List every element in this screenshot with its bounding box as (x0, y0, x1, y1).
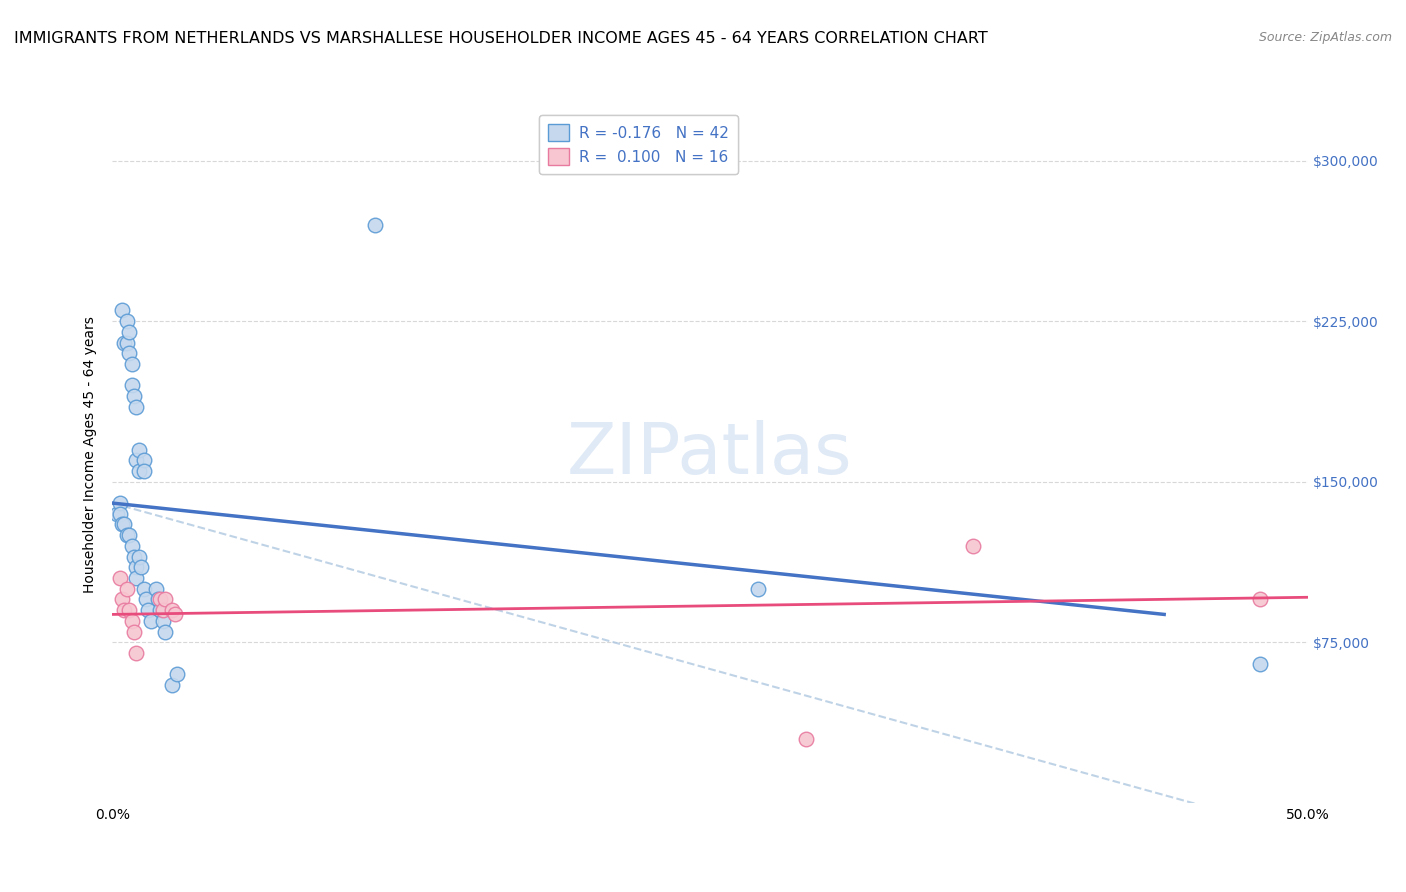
Point (132, 453, 155, 467)
Point (125, 560, 148, 574)
Y-axis label: Householder Income Ages 45 - 64 years: Householder Income Ages 45 - 64 years (83, 317, 97, 593)
Point (118, 346, 141, 360)
Point (152, 614, 174, 628)
Text: ZIPatlas: ZIPatlas (567, 420, 853, 490)
Point (364, 218, 387, 232)
Point (962, 539, 984, 553)
Legend: R = -0.176   N = 42, R =  0.100   N = 16: R = -0.176 N = 42, R = 0.100 N = 16 (538, 115, 738, 175)
Point (108, 496, 131, 510)
Point (162, 603, 183, 617)
Point (108, 571, 131, 585)
Point (125, 453, 148, 467)
Point (125, 400, 148, 414)
Point (163, 607, 186, 622)
Point (121, 357, 143, 371)
Point (118, 325, 141, 339)
Point (1249, 592, 1271, 607)
Point (1249, 657, 1271, 671)
Point (153, 624, 176, 639)
Point (114, 335, 135, 350)
Point (122, 549, 145, 564)
Point (114, 603, 135, 617)
Point (135, 592, 157, 607)
Point (121, 614, 143, 628)
Point (118, 603, 141, 617)
Point (111, 303, 134, 318)
Point (121, 539, 143, 553)
Point (153, 592, 176, 607)
Point (125, 646, 148, 660)
Text: IMMIGRANTS FROM NETHERLANDS VS MARSHALLESE HOUSEHOLDER INCOME AGES 45 - 64 YEARS: IMMIGRANTS FROM NETHERLANDS VS MARSHALLE… (14, 31, 988, 46)
Point (129, 560, 152, 574)
Point (128, 442, 150, 457)
Point (145, 582, 167, 596)
Point (149, 603, 172, 617)
Point (132, 464, 155, 478)
Point (162, 678, 183, 692)
Point (118, 528, 141, 542)
Point (108, 507, 131, 521)
Point (121, 378, 143, 392)
Point (115, 314, 138, 328)
Point (115, 528, 138, 542)
Point (122, 624, 145, 639)
Point (794, 731, 817, 746)
Point (115, 582, 138, 596)
Point (125, 571, 148, 585)
Point (115, 335, 138, 350)
Point (105, 507, 128, 521)
Point (132, 582, 155, 596)
Point (747, 582, 769, 596)
Point (138, 603, 160, 617)
Point (111, 517, 134, 532)
Point (122, 389, 145, 403)
Point (152, 603, 174, 617)
Point (114, 517, 135, 532)
Point (111, 592, 134, 607)
Point (166, 667, 188, 681)
Point (146, 592, 169, 607)
Point (139, 614, 162, 628)
Text: Source: ZipAtlas.com: Source: ZipAtlas.com (1258, 31, 1392, 45)
Point (128, 549, 150, 564)
Point (149, 592, 172, 607)
Point (128, 464, 150, 478)
